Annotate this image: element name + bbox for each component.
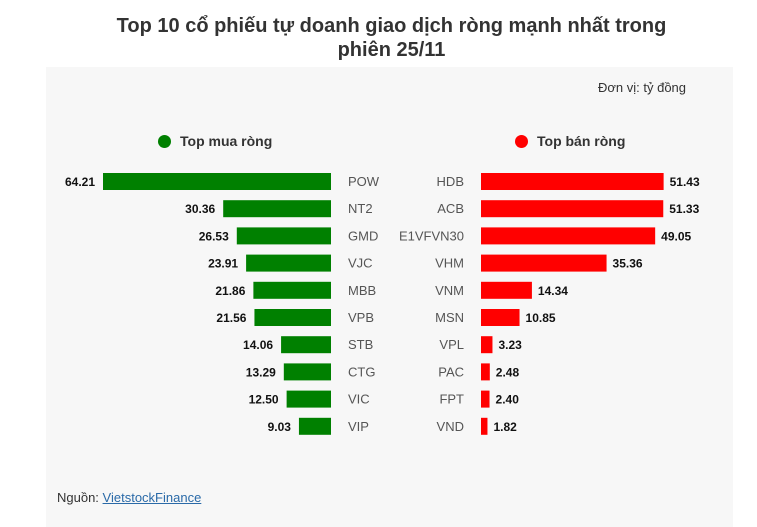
sell-bar bbox=[481, 173, 664, 190]
sell-value-label: 49.05 bbox=[661, 229, 691, 243]
sell-value-label: 35.36 bbox=[613, 257, 643, 271]
sell-value-label: 2.48 bbox=[496, 365, 520, 379]
sell-category-label: VPL bbox=[439, 337, 464, 352]
sell-category-label: FPT bbox=[439, 392, 464, 407]
source-note: Nguồn: VietstockFinance bbox=[57, 490, 201, 505]
legend-sell: Top bán ròng bbox=[515, 133, 625, 149]
sell-value-label: 14.34 bbox=[538, 284, 568, 298]
legend-buy: Top mua ròng bbox=[158, 133, 272, 149]
buy-value-label: 9.03 bbox=[268, 420, 292, 434]
sell-bar bbox=[481, 200, 664, 218]
sell-value-label: 51.33 bbox=[669, 202, 699, 216]
sell-category-label: VHM bbox=[435, 256, 464, 271]
buy-category-label: STB bbox=[348, 337, 373, 352]
legend-buy-label: Top mua ròng bbox=[180, 133, 273, 149]
red-dot-icon bbox=[515, 134, 528, 148]
buy-bar bbox=[246, 254, 331, 272]
chart-title-line1: Top 10 cổ phiếu tự doanh giao dịch ròng … bbox=[116, 15, 667, 37]
sell-bar bbox=[481, 390, 490, 408]
buy-category-label: VIC bbox=[348, 392, 370, 407]
buy-category-label: VJC bbox=[348, 256, 373, 271]
sell-value-label: 10.85 bbox=[526, 311, 556, 325]
chart-title-line2: phiên 25/11 bbox=[337, 39, 446, 61]
legend-sell-label: Top bán ròng bbox=[537, 133, 626, 149]
sell-bar bbox=[481, 336, 493, 354]
sell-bar bbox=[481, 227, 656, 245]
buy-value-label: 13.29 bbox=[246, 365, 276, 379]
buy-category-label: NT2 bbox=[348, 201, 373, 216]
green-dot-icon bbox=[158, 134, 171, 148]
buy-bar bbox=[236, 227, 331, 245]
unit-label: Đơn vị: tỷ đồng bbox=[598, 80, 687, 95]
source-label: Nguồn: bbox=[57, 490, 103, 505]
sell-value-label: 1.82 bbox=[493, 420, 517, 434]
sell-category-label: PAC bbox=[438, 364, 464, 379]
buy-value-label: 26.53 bbox=[199, 229, 229, 243]
sell-value-label: 51.43 bbox=[670, 175, 700, 189]
buy-category-label: POW bbox=[348, 174, 380, 189]
buy-category-label: GMD bbox=[348, 228, 378, 243]
buy-value-label: 23.91 bbox=[208, 257, 238, 271]
buy-category-label: MBB bbox=[348, 283, 376, 298]
buy-bar bbox=[254, 309, 331, 326]
sell-bar bbox=[481, 254, 607, 272]
chart-title: Top 10 cổ phiếu tự doanh giao dịch ròng … bbox=[0, 14, 757, 62]
buy-value-label: 30.36 bbox=[185, 202, 215, 216]
buy-bar bbox=[103, 173, 331, 190]
buy-bar bbox=[286, 390, 331, 408]
buy-bar bbox=[283, 363, 331, 381]
buy-category-label: CTG bbox=[348, 364, 375, 379]
buy-bar bbox=[298, 417, 331, 435]
sell-value-label: 2.40 bbox=[496, 393, 520, 407]
sell-category-label: HDB bbox=[437, 174, 464, 189]
sell-bar bbox=[481, 309, 520, 326]
sell-value-label: 3.23 bbox=[498, 338, 522, 352]
sell-category-label: ACB bbox=[437, 201, 464, 216]
buy-bar bbox=[281, 336, 331, 354]
buy-value-label: 21.86 bbox=[215, 284, 245, 298]
buy-bar bbox=[223, 200, 331, 218]
sell-bar bbox=[481, 417, 488, 435]
sell-category-label: VNM bbox=[435, 283, 464, 298]
sell-category-label: VND bbox=[437, 419, 464, 434]
sell-category-label: E1VFVN30 bbox=[399, 228, 464, 243]
buy-category-label: VPB bbox=[348, 310, 374, 325]
source-link[interactable]: VietstockFinance bbox=[102, 490, 202, 505]
buy-value-label: 14.06 bbox=[243, 338, 273, 352]
buy-value-label: 21.56 bbox=[216, 311, 246, 325]
buy-value-label: 64.21 bbox=[65, 175, 95, 189]
buy-category-label: VIP bbox=[348, 419, 369, 434]
buy-value-label: 12.50 bbox=[249, 393, 279, 407]
sell-bar bbox=[481, 281, 532, 299]
sell-bar bbox=[481, 363, 490, 381]
sell-category-label: MSN bbox=[435, 310, 464, 325]
buy-bar bbox=[253, 281, 331, 299]
